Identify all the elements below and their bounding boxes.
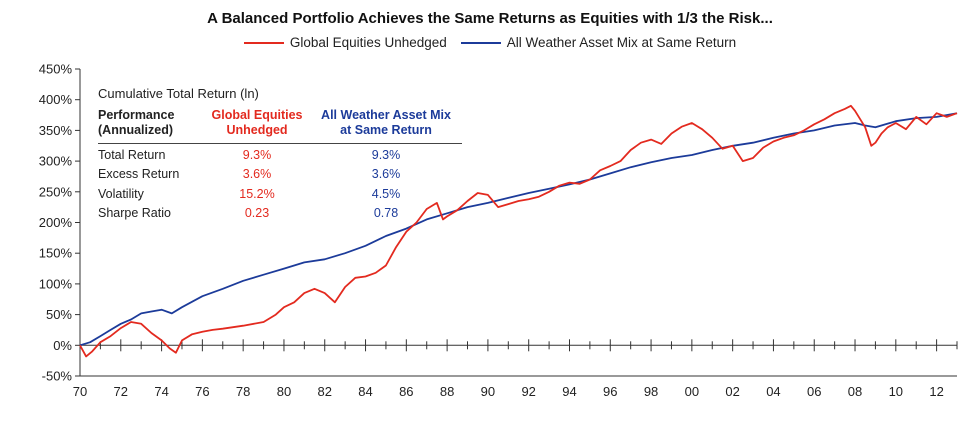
x-tick-label: 10 [889, 384, 903, 399]
inset-header-equities: Global Equities Unhedged [205, 108, 309, 138]
series-line-equities [79, 104, 958, 358]
inset-row-label: Total Return [98, 148, 166, 162]
y-tick-label: 50% [46, 307, 72, 322]
y-tick-label: 100% [39, 276, 73, 291]
y-tick-label: 350% [39, 123, 73, 138]
inset-row-equities: 9.3% [242, 148, 272, 162]
series-line-allweather [79, 112, 958, 347]
inset-row-label: Excess Return [98, 167, 180, 181]
inset-row-label: Sharpe Ratio [98, 206, 171, 220]
x-tick-label: 98 [644, 384, 658, 399]
x-tick-label: 74 [154, 384, 168, 399]
legend-label-allweather: All Weather Asset Mix at Same Return [506, 35, 737, 50]
legend-swatch-allweather [460, 41, 501, 44]
inset-header-equities-line2: Unhedged [226, 123, 288, 137]
x-tick-label: 00 [685, 384, 699, 399]
y-tick-label: 400% [39, 92, 73, 107]
inset-row-allweather: 3.6% [371, 167, 401, 181]
x-tick-label: 08 [848, 384, 862, 399]
inset-header-equities-line1: Global Equities [211, 108, 303, 122]
x-tick-label: 78 [236, 384, 250, 399]
x-tick-label: 80 [277, 384, 291, 399]
x-tick-label: 84 [358, 384, 372, 399]
legend-item-equities: Global Equities Unhedged [243, 35, 447, 50]
inset-table-caption: Cumulative Total Return (ln) [98, 86, 259, 101]
x-tick-label: 12 [929, 384, 943, 399]
inset-header-label: Performance (Annualized) [98, 108, 174, 138]
legend: Global Equities Unhedged All Weather Ass… [0, 35, 980, 50]
x-tick-label: 72 [114, 384, 128, 399]
y-tick-label: 250% [39, 184, 73, 199]
inset-row-label: Volatility [98, 187, 144, 201]
x-tick-label: 82 [318, 384, 332, 399]
inset-row-equities: 0.23 [244, 206, 270, 220]
x-tick-label: 04 [766, 384, 780, 399]
y-tick-label: 0% [53, 338, 72, 353]
legend-label-equities: Global Equities Unhedged [289, 35, 447, 50]
inset-header-allweather-line2: at Same Return [340, 123, 432, 137]
x-tick-label: 02 [725, 384, 739, 399]
inset-row-equities: 15.2% [239, 187, 275, 201]
chart-title: A Balanced Portfolio Achieves the Same R… [207, 10, 773, 27]
inset-header-allweather: All Weather Asset Mix at Same Return [312, 108, 460, 138]
x-tick-label: 06 [807, 384, 821, 399]
inset-header-label-line1: Performance [98, 108, 175, 122]
y-tick-label: 150% [39, 246, 73, 261]
y-tick-label: 450% [39, 62, 73, 77]
inset-header-allweather-line1: All Weather Asset Mix [321, 108, 451, 122]
x-tick-label: 76 [195, 384, 209, 399]
legend-swatch-equities [243, 41, 284, 44]
x-tick-label: 90 [481, 384, 495, 399]
x-tick-label: 86 [399, 384, 413, 399]
x-tick-label: 88 [440, 384, 454, 399]
x-tick-label: 94 [562, 384, 576, 399]
legend-item-allweather: All Weather Asset Mix at Same Return [460, 35, 737, 50]
inset-header-label-line2: (Annualized) [98, 123, 173, 137]
inset-row-equities: 3.6% [242, 167, 272, 181]
y-tick-label: 300% [39, 154, 73, 169]
y-tick-label: 200% [39, 215, 73, 230]
inset-header-rule [98, 143, 462, 144]
inset-row-allweather: 0.78 [373, 206, 399, 220]
x-tick-label: 92 [521, 384, 535, 399]
y-tick-label: -50% [42, 369, 73, 384]
x-tick-label: 96 [603, 384, 617, 399]
inset-row-allweather: 4.5% [371, 187, 401, 201]
x-tick-label: 70 [73, 384, 87, 399]
inset-row-allweather: 9.3% [371, 148, 401, 162]
